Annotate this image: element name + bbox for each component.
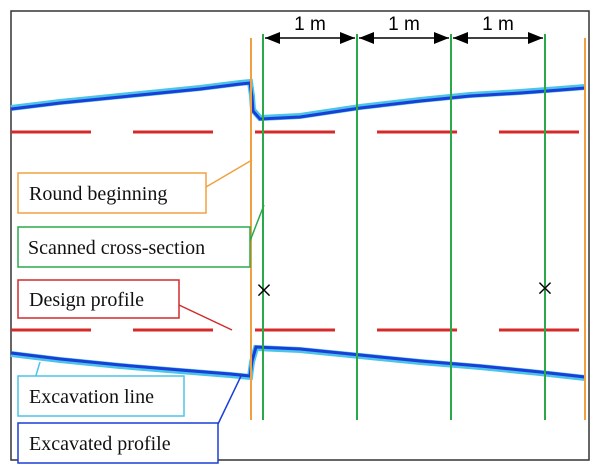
label-excavated-profile: Excavated profile <box>17 422 219 464</box>
label-box-excavation-line <box>17 375 185 417</box>
leader-excavated-profile <box>217 373 243 425</box>
label-text-excavation-line: Excavation line <box>29 386 154 408</box>
label-text-scanned-cross-section: Scanned cross-section <box>28 237 205 259</box>
label-box-excavated-profile <box>17 422 219 464</box>
label-text-design-profile: Design profile <box>29 289 144 311</box>
dimension-label-2: 1 m <box>388 14 420 35</box>
label-text-excavated-profile: Excavated profile <box>29 433 171 455</box>
round-beginning-lines <box>250 38 586 420</box>
excavation-lines <box>10 78 586 381</box>
x-marker-2: × <box>537 272 554 305</box>
label-round-beginning: Round beginning <box>17 172 207 214</box>
label-scanned-cross-section: Scanned cross-section <box>17 226 251 268</box>
scanned-cross-section-lines <box>262 34 546 420</box>
x-marker-1: × <box>256 274 273 307</box>
label-box-scanned-cross-section <box>17 226 251 268</box>
leader-design-profile <box>178 304 233 331</box>
excavated-profile-bottom <box>10 345 586 379</box>
label-excavation-line: Excavation line <box>17 375 185 417</box>
leader-scanned-cross-section <box>249 204 265 242</box>
label-box-design-profile <box>17 279 180 319</box>
diagram-frame <box>10 10 590 461</box>
design-profile-lines <box>11 130 589 332</box>
dimension-label-3: 1 m <box>482 14 514 35</box>
leader-round-beginning <box>205 159 253 188</box>
excavated-profile-top <box>10 81 586 121</box>
label-box-round-beginning <box>17 172 207 214</box>
dimension-arrows: 1 m 1 m 1 m <box>265 14 543 44</box>
label-text-round-beginning: Round beginning <box>29 183 167 205</box>
markers: × × <box>256 272 554 307</box>
label-design-profile: Design profile <box>17 279 180 319</box>
dimension-label-1: 1 m <box>294 14 326 35</box>
